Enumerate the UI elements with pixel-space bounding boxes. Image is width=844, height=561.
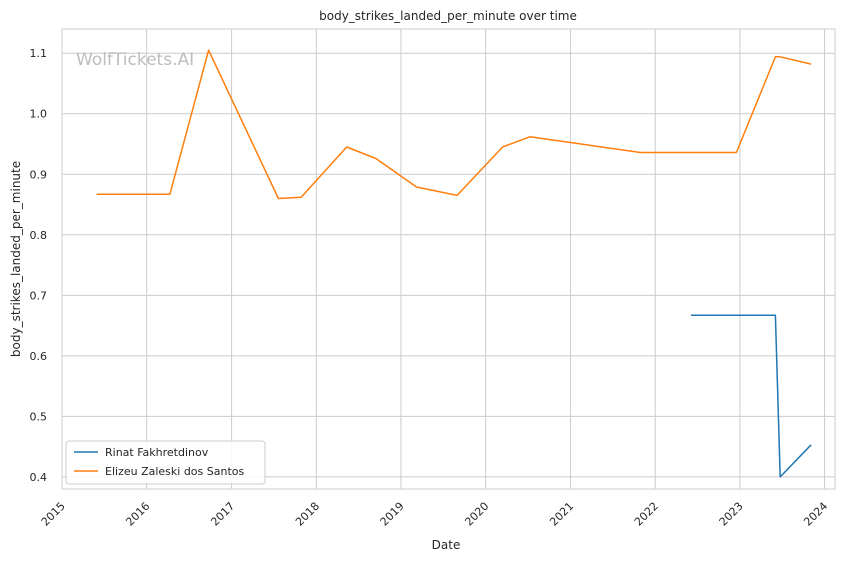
x-tick-label: 2016	[123, 500, 152, 529]
x-tick-labels: 2015 2016 2017 2018 2019 2020 2021 2022 2023 2024	[39, 500, 831, 529]
x-tick-label: 2017	[208, 500, 237, 529]
x-tick-label: 2022	[632, 500, 661, 529]
watermark: WolfTickets.AI	[76, 50, 194, 70]
y-tick-label: 0.7	[30, 289, 48, 302]
y-axis-label: body_strikes_landed_per_minute	[9, 161, 23, 357]
y-tick-label: 0.6	[30, 350, 48, 363]
y-tick-label: 0.9	[30, 168, 48, 181]
legend-label-2: Elizeu Zaleski dos Santos	[105, 465, 245, 478]
plot-frame	[61, 28, 836, 490]
y-tick-label: 0.5	[30, 410, 48, 423]
x-tick-label: 2020	[462, 500, 491, 529]
x-tick-label: 2021	[547, 500, 576, 529]
y-tick-label: 1.1	[30, 47, 48, 60]
plot-background	[62, 29, 835, 489]
x-tick-label: 2023	[717, 500, 746, 529]
series-line-1	[690, 314, 812, 478]
series-layer	[96, 49, 812, 478]
series-line-2	[96, 49, 812, 200]
x-tick-label: 2024	[801, 500, 830, 529]
chart-title: body_strikes_landed_per_minute over time	[319, 9, 577, 23]
y-tick-label: 0.8	[30, 229, 48, 242]
legend: Rinat Fakhretdinov Elizeu Zaleski dos San…	[65, 440, 266, 485]
x-tick-label: 2019	[378, 500, 407, 529]
legend-label-1: Rinat Fakhretdinov	[105, 446, 209, 459]
x-axis-label: Date	[432, 538, 461, 552]
y-tick-labels: 0.4 0.5 0.6 0.7 0.8 0.9 1.0 1.1	[30, 47, 48, 484]
y-tick-label: 0.4	[30, 471, 48, 484]
x-tick-label: 2018	[293, 500, 322, 529]
legend-box	[65, 440, 266, 485]
y-tick-label: 1.0	[30, 108, 48, 121]
x-tick-label: 2015	[39, 500, 68, 529]
